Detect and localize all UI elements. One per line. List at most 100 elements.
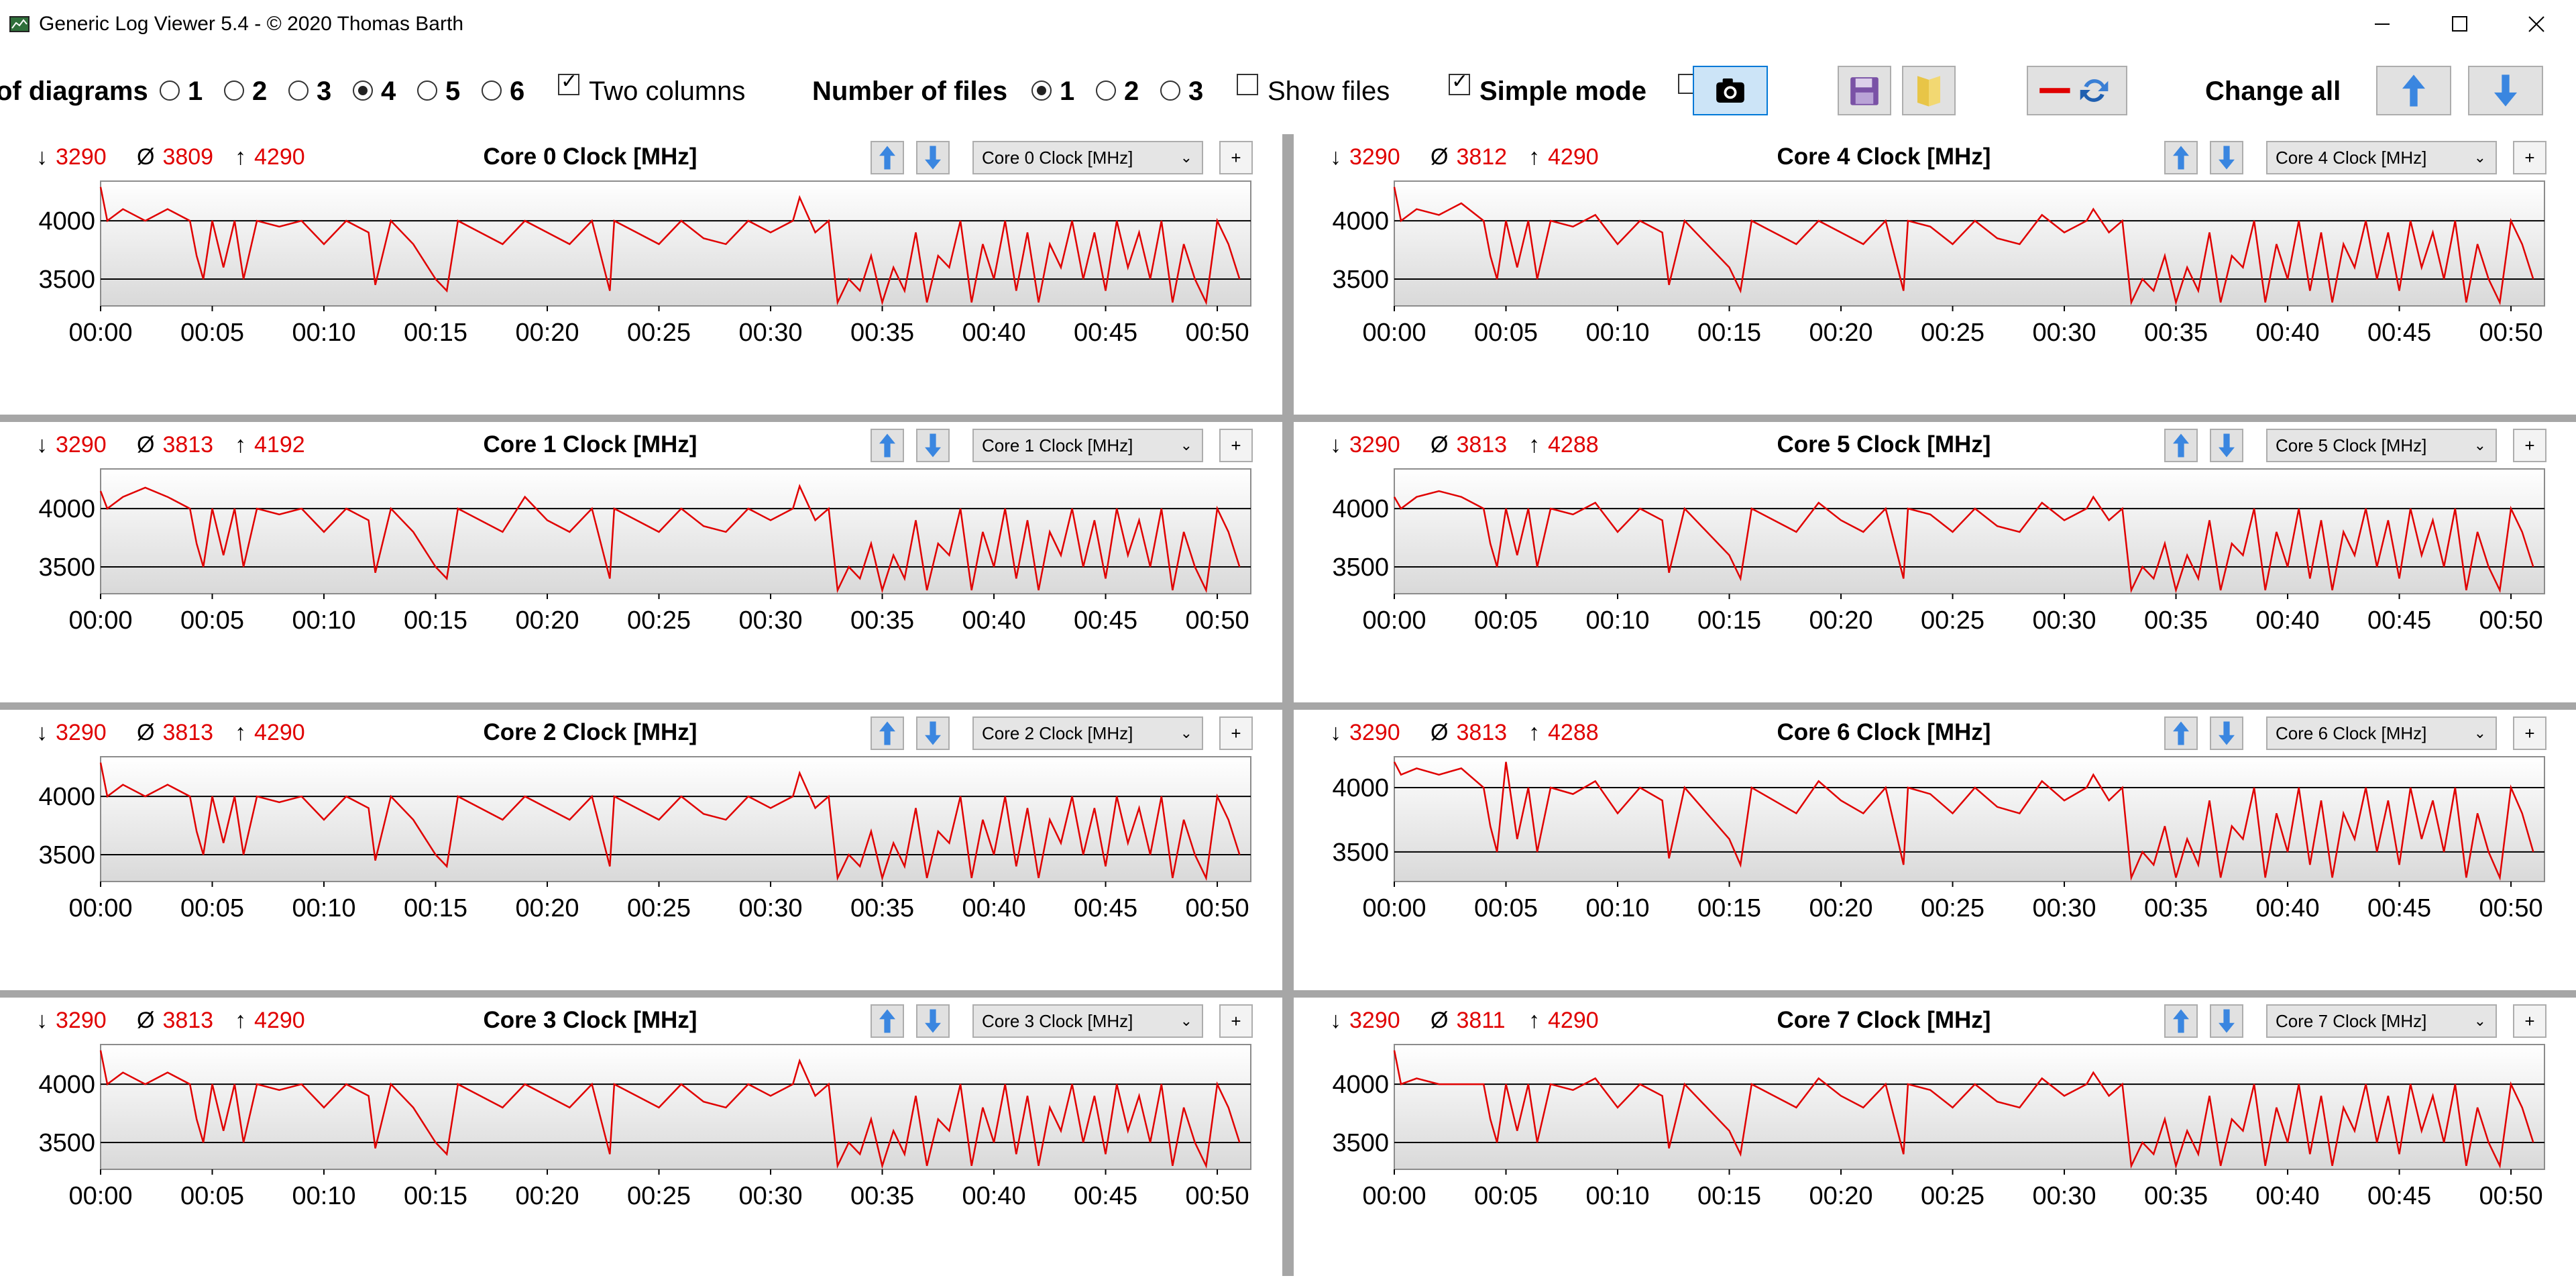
min-value-text: 3290 [1349, 144, 1400, 170]
add-button[interactable]: + [1219, 716, 1253, 750]
diagrams-radio-1[interactable] [160, 81, 180, 101]
add-button[interactable]: + [1219, 429, 1253, 462]
remove-refresh-button[interactable] [2027, 66, 2127, 115]
diagrams-radio-2[interactable] [224, 81, 244, 101]
diagram-panel: ↓ 3290 Ø 3813 ↑ 4288 Core 5 Clock [MHz] Core 5 … [1294, 422, 2576, 702]
x-tick-label: 00:20 [1809, 894, 1872, 922]
min-value: ↓ 3290 [1330, 720, 1400, 745]
add-button[interactable]: + [2513, 716, 2546, 750]
x-tick-label: 00:40 [2255, 606, 2319, 635]
move-up-button[interactable] [871, 1004, 904, 1038]
show-files-checkbox[interactable] [1237, 74, 1258, 95]
x-tick-label: 00:10 [292, 1182, 355, 1210]
change-all-up-button[interactable] [2376, 66, 2451, 115]
add-button[interactable]: + [2513, 1004, 2546, 1038]
open-folder-button[interactable] [1902, 66, 1956, 115]
close-icon [2528, 16, 2544, 32]
move-down-button[interactable] [2210, 141, 2243, 174]
diagram-panel: ↓ 3290 Ø 3809 ↑ 4290 Core 0 Clock [MHz] Core 0 … [0, 134, 1282, 415]
min-value-text: 3290 [1349, 720, 1400, 745]
channel-select[interactable]: Core 4 Clock [MHz] ⌄ [2266, 141, 2497, 174]
toolbar: of diagrams 1 2 3 4 5 6 Two columns Numb… [0, 48, 2576, 134]
arrow-up-icon [2402, 74, 2426, 107]
diagrams-radio-6[interactable] [482, 81, 502, 101]
minimize-button[interactable] [2345, 0, 2419, 48]
move-down-button[interactable] [916, 141, 950, 174]
diagram-panel: ↓ 3290 Ø 3811 ↑ 4290 Core 7 Clock [MHz] Core 7 … [1294, 998, 2576, 1278]
move-up-button[interactable] [2164, 716, 2198, 750]
x-tick-label: 00:10 [1585, 319, 1649, 347]
channel-select[interactable]: Core 7 Clock [MHz] ⌄ [2266, 1004, 2497, 1038]
arrow-down-icon [2219, 721, 2235, 745]
maximize-button[interactable] [2422, 0, 2496, 48]
diagram-title: Core 2 Clock [MHz] [483, 719, 697, 745]
add-button[interactable]: + [1219, 1004, 1253, 1038]
x-tick-label: 00:15 [404, 1182, 467, 1210]
files-radio-2[interactable] [1096, 81, 1116, 101]
move-down-button[interactable] [2210, 429, 2243, 462]
title-bar: Generic Log Viewer 5.4 - © 2020 Thomas B… [0, 0, 2576, 49]
move-up-button[interactable] [871, 429, 904, 462]
x-tick-label: 00:20 [515, 606, 579, 635]
channel-select-value: Core 1 Clock [MHz] [982, 435, 1133, 456]
extra-checkbox[interactable] [1678, 74, 1695, 94]
max-value-text: 4290 [254, 1008, 305, 1033]
move-down-button[interactable] [916, 1004, 950, 1038]
x-tick-label: 00:00 [68, 606, 132, 635]
channel-select[interactable]: Core 5 Clock [MHz] ⌄ [2266, 429, 2497, 462]
channel-select[interactable]: Core 0 Clock [MHz] ⌄ [972, 141, 1203, 174]
files-radio-1[interactable] [1031, 81, 1052, 101]
save-button[interactable] [1838, 66, 1891, 115]
two-columns-checkbox[interactable] [558, 70, 579, 95]
x-tick-label: 00:25 [627, 319, 691, 347]
y-tick-label: 4000 [38, 1071, 95, 1099]
show-files-label: Show files [1268, 76, 1390, 106]
move-down-button[interactable] [2210, 1004, 2243, 1038]
channel-select[interactable]: Core 3 Clock [MHz] ⌄ [972, 1004, 1203, 1038]
move-down-button[interactable] [916, 429, 950, 462]
diagram-title: Core 5 Clock [MHz] [1777, 431, 1991, 458]
channel-select[interactable]: Core 2 Clock [MHz] ⌄ [972, 716, 1203, 750]
x-tick-label: 00:25 [1921, 319, 1984, 347]
change-all-down-button[interactable] [2468, 66, 2543, 115]
simple-mode-checkbox[interactable] [1449, 70, 1470, 95]
files-radio-3[interactable] [1160, 81, 1180, 101]
move-up-button[interactable] [2164, 1004, 2198, 1038]
screenshot-button[interactable] [1693, 66, 1768, 115]
channel-select[interactable]: Core 1 Clock [MHz] ⌄ [972, 429, 1203, 462]
add-button[interactable]: + [2513, 429, 2546, 462]
x-tick-label: 00:35 [850, 894, 914, 922]
x-tick-label: 00:50 [1186, 606, 1249, 635]
diagrams-radio-4[interactable] [353, 81, 373, 101]
chevron-down-icon: ⌄ [1180, 149, 1192, 166]
plot-area [1394, 1044, 2545, 1170]
diagrams-radio-5[interactable] [417, 81, 437, 101]
add-button[interactable]: + [1219, 141, 1253, 174]
x-tick-label: 00:30 [2032, 1182, 2096, 1210]
diagrams-radio-3[interactable] [288, 81, 309, 101]
y-tick-label: 3500 [38, 266, 95, 294]
min-value-text: 3290 [1349, 432, 1400, 458]
close-button[interactable] [2500, 0, 2573, 48]
arrow-down-icon [925, 721, 941, 745]
avg-value: Ø 3809 [137, 144, 214, 170]
move-up-button[interactable] [2164, 429, 2198, 462]
files-option-label: 3 [1188, 76, 1204, 106]
y-tick-label: 3500 [38, 841, 95, 869]
move-down-button[interactable] [2210, 716, 2243, 750]
y-tick-label: 4000 [38, 207, 95, 235]
add-button[interactable]: + [2513, 141, 2546, 174]
move-up-button[interactable] [2164, 141, 2198, 174]
y-tick-label: 3500 [38, 553, 95, 582]
arrow-down-icon [2219, 433, 2235, 458]
x-tick-label: 00:45 [1074, 319, 1137, 347]
y-tick-label: 4000 [1332, 1071, 1389, 1099]
move-up-button[interactable] [871, 716, 904, 750]
diagram-title: Core 7 Clock [MHz] [1777, 1007, 1991, 1033]
channel-select[interactable]: Core 6 Clock [MHz] ⌄ [2266, 716, 2497, 750]
x-tick-label: 00:20 [515, 894, 579, 922]
max-value-text: 4290 [1548, 144, 1599, 170]
move-down-button[interactable] [916, 716, 950, 750]
move-up-button[interactable] [871, 141, 904, 174]
max-value-text: 4192 [254, 432, 305, 458]
